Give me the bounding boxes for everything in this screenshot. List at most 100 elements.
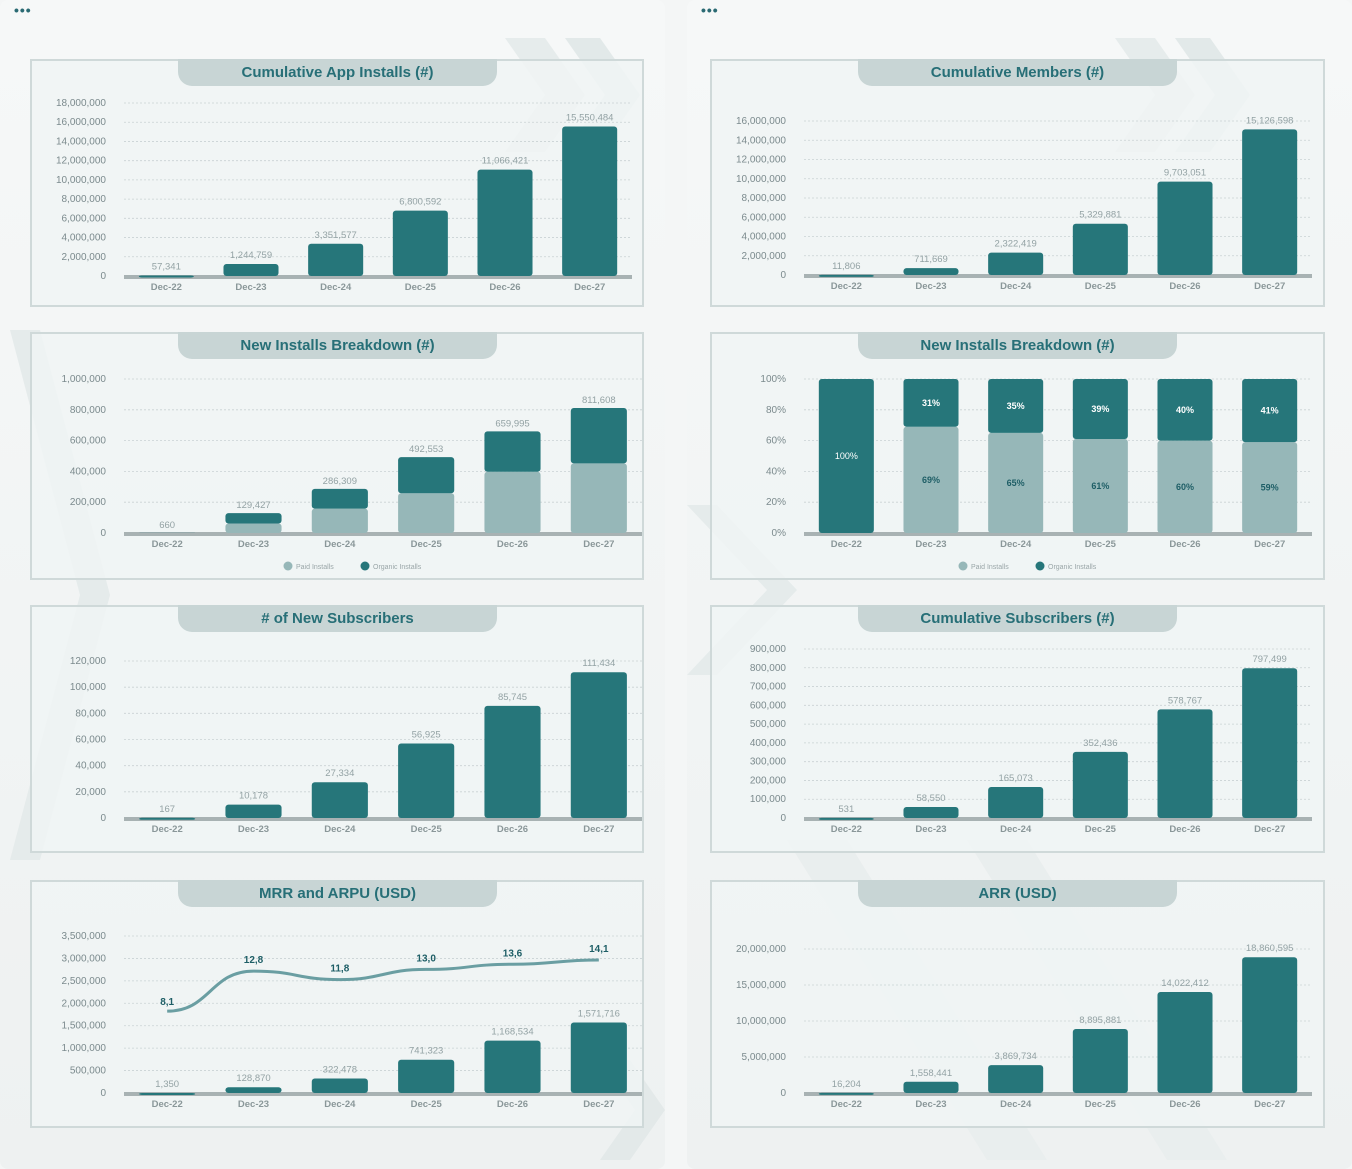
chart-cumulative-subscribers: 0 100,000 200,000 300,000 400,000 500,000 600,… [750,644,1312,835]
x-tick-label: Dec-22 [831,1099,862,1110]
bar [988,787,1044,818]
x-tick-label: Dec-25 [1085,824,1117,835]
y-tick-label: 0 [100,528,106,539]
x-tick-label: Dec-22 [152,824,183,835]
x-tick-label: Dec-23 [915,281,946,292]
bar [1072,223,1128,275]
bar [903,1081,959,1093]
x-tick-label: Dec-24 [324,1099,356,1110]
data-label: 27,334 [325,768,354,779]
x-tick-label: Dec-23 [235,282,266,293]
data-label: 11,806 [832,261,860,272]
x-axis [804,1092,1312,1096]
x-tick-label: Dec-22 [151,282,182,293]
bar [223,264,279,276]
data-label: 286,309 [323,476,357,487]
bar [570,672,627,818]
legend-marker [283,561,293,571]
data-label: 129,427 [236,500,270,511]
bar [308,243,364,276]
bar-segment [570,408,627,464]
chart-title: Cumulative Subscribers (#) [858,605,1177,632]
bar [398,743,455,818]
y-tick-label: 20,000 [75,787,106,798]
x-tick-label: Dec-25 [1085,1099,1117,1110]
bar-segment [311,508,368,533]
data-label: 659,995 [495,418,529,429]
y-tick-label: 100% [760,374,786,385]
x-axis [804,817,1312,821]
bar [818,274,874,277]
bar-segment [1242,442,1298,533]
y-tick-label: 10,000,000 [736,174,786,185]
y-tick-label: 0 [100,813,106,824]
x-tick-label: Dec-27 [1254,1099,1285,1110]
x-tick-label: Dec-24 [1000,539,1032,550]
y-tick-label: 15,000,000 [736,980,786,991]
bar-segment [818,379,874,533]
bar-segment [903,426,959,533]
y-tick-label: 300,000 [750,757,787,768]
data-label: 56,925 [412,730,441,741]
y-tick-label: 700,000 [750,682,787,693]
chart-card-arr: ARR (USD) 0 5,000,000 10,000,000 15,000,000… [710,880,1325,1128]
data-label: 5,329,881 [1079,210,1121,221]
data-label: 1,244,759 [230,250,272,261]
arpu-line [167,958,599,1013]
data-label: 578,767 [1168,695,1202,706]
x-tick-label: Dec-27 [583,824,614,835]
chart-card-cumulative-subscribers: Cumulative Subscribers (#) 0 100,000 200,0… [710,605,1325,853]
legend-label: Paid Installs [296,564,334,571]
x-tick-label: Dec-26 [1169,824,1200,835]
y-tick-label: 5,000,000 [742,1052,787,1063]
y-tick-label: 80,000 [75,708,106,719]
bar [988,1065,1044,1093]
chart-card-mrr-arpu: MRR and ARPU (USD) 0 500,000 1,000,000 1,50… [30,880,644,1128]
x-axis [124,817,642,821]
data-label: 3,869,734 [995,1051,1037,1062]
legend-marker [958,561,968,571]
y-tick-label: 900,000 [750,644,787,655]
bar [398,1059,455,1093]
y-tick-label: 80% [766,405,786,416]
x-tick-label: Dec-27 [1254,824,1285,835]
bar [311,782,368,818]
x-tick-label: Dec-24 [324,824,356,835]
arpu-label: 11,8 [330,964,349,975]
data-label: 322,478 [323,1065,357,1076]
data-label: 797,499 [1252,654,1286,665]
y-tick-label: 4,000,000 [62,233,107,244]
more-dots-icon[interactable]: ••• [14,2,32,18]
y-tick-label: 60% [766,436,786,447]
x-tick-label: Dec-26 [497,539,528,550]
data-label: 69% [922,475,940,485]
data-label: 18,860,595 [1246,943,1294,954]
y-tick-label: 800,000 [70,405,107,416]
x-tick-label: Dec-24 [1000,1099,1032,1110]
data-label: 128,870 [236,1073,270,1084]
more-dots-icon[interactable]: ••• [701,2,719,18]
chart-title: # of New Subscribers [178,605,497,632]
bar [138,275,194,278]
data-label: 14,022,412 [1161,978,1209,989]
x-tick-label: Dec-22 [831,539,862,550]
x-tick-label: Dec-22 [152,1099,183,1110]
data-label: 2,322,419 [995,239,1037,250]
bar [1242,957,1298,1093]
x-tick-label: Dec-27 [583,1099,614,1110]
chart-cumulative-members: 0 2,000,000 4,000,000 6,000,000 8,000,000 10,… [736,115,1312,292]
data-label: 660 [159,520,175,531]
y-tick-label: 40,000 [75,761,106,772]
data-label: 3,351,577 [315,230,357,241]
y-tick-label: 400,000 [70,466,107,477]
x-tick-label: Dec-25 [1085,281,1117,292]
data-label: 85,745 [498,692,527,703]
data-label: 100% [835,451,858,461]
data-label: 65% [1007,478,1025,488]
y-tick-label: 2,000,000 [62,252,107,263]
chart-mrr-arpu: 0 500,000 1,000,000 1,500,000 2,000,000 2,500… [62,931,642,1110]
bar [392,210,448,276]
legend-label: Organic Installs [1048,564,1097,571]
bar [484,1040,541,1093]
x-tick-label: Dec-25 [411,1099,443,1110]
